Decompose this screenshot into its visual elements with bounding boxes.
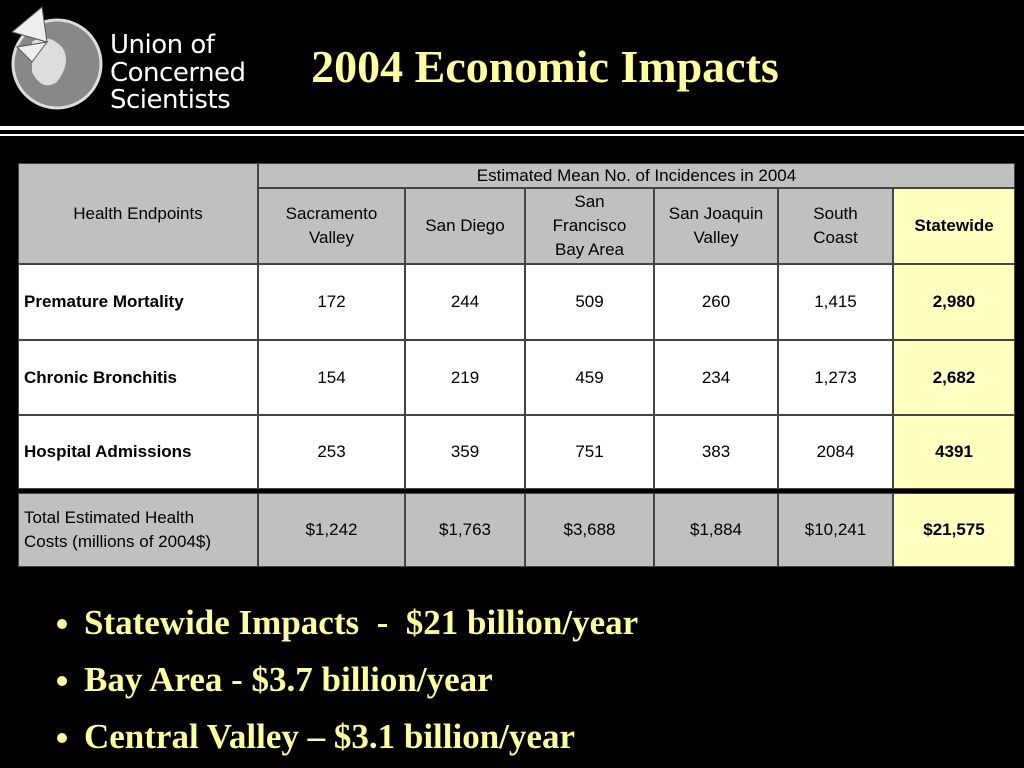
logo-icon bbox=[10, 6, 103, 110]
table-cell: 2084 bbox=[778, 415, 893, 489]
logo-text: Concerned bbox=[110, 58, 246, 88]
column-header: San Diego bbox=[405, 188, 525, 264]
column-header: San Francisco Bay Area bbox=[525, 188, 654, 264]
table-cell: 751 bbox=[525, 415, 654, 489]
table-cell: 383 bbox=[654, 415, 778, 489]
table-cell: 234 bbox=[654, 340, 778, 415]
table-cell: $10,241 bbox=[778, 493, 893, 567]
table-cell: 260 bbox=[654, 264, 778, 340]
column-header: San Joaquin Valley bbox=[654, 188, 778, 264]
table-cell: 219 bbox=[405, 340, 525, 415]
table-cell: 154 bbox=[258, 340, 405, 415]
table-cell: 1,415 bbox=[778, 264, 893, 340]
table-cell: 172 bbox=[258, 264, 405, 340]
row-header-label: Health Endpoints bbox=[18, 163, 258, 264]
table-cell: $1,242 bbox=[258, 493, 405, 567]
table-cell: 253 bbox=[258, 415, 405, 489]
slide-title: 2004 Economic Impacts bbox=[311, 41, 779, 92]
row-label: Hospital Admissions bbox=[18, 415, 258, 489]
group-header: Estimated Mean No. of Incidences in 2004 bbox=[258, 163, 1015, 188]
divider bbox=[0, 126, 1024, 130]
table-cell: 2,980 bbox=[893, 264, 1015, 340]
divider bbox=[0, 134, 1024, 136]
table-cell: 4391 bbox=[893, 415, 1015, 489]
table-cell: 359 bbox=[405, 415, 525, 489]
logo-text: Union of bbox=[110, 30, 215, 60]
table-cell: $3,688 bbox=[525, 493, 654, 567]
table-cell: $1,884 bbox=[654, 493, 778, 567]
table-cell: 509 bbox=[525, 264, 654, 340]
bullet: Central Valley – $3.1 billion/year bbox=[84, 708, 638, 765]
table-cell: $21,575 bbox=[893, 493, 1015, 567]
bullet: Bay Area - $3.7 billion/year bbox=[84, 651, 638, 708]
table-cell: 2,682 bbox=[893, 340, 1015, 415]
bullet: Statewide Impacts - $21 billion/year bbox=[84, 594, 638, 651]
column-header: South Coast bbox=[778, 188, 893, 264]
row-label: Chronic Bronchitis bbox=[18, 340, 258, 415]
table-cell: 1,273 bbox=[778, 340, 893, 415]
row-label: Premature Mortality bbox=[18, 264, 258, 340]
row-label: Total Estimated Health Costs (millions o… bbox=[18, 493, 258, 567]
bullet-list: Statewide Impacts - $21 billion/yearBay … bbox=[40, 594, 638, 765]
logo-text: Scientists bbox=[110, 85, 231, 115]
table-cell: 244 bbox=[405, 264, 525, 340]
column-header: Statewide bbox=[893, 188, 1015, 264]
table-cell: 459 bbox=[525, 340, 654, 415]
table-cell: $1,763 bbox=[405, 493, 525, 567]
column-header: Sacramento Valley bbox=[258, 188, 405, 264]
